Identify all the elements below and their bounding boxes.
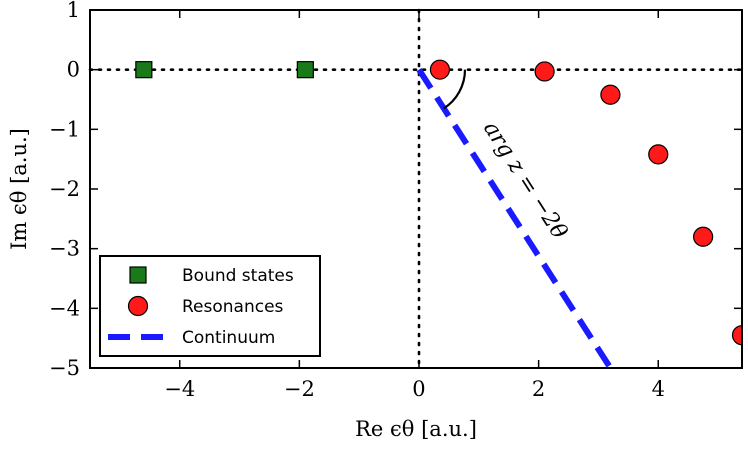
angle-arc	[443, 69, 467, 110]
x-tick-label: 4	[652, 377, 665, 401]
y-tick-label: −1	[49, 117, 80, 141]
resonance-marker	[693, 226, 714, 247]
x-axis-label: Re ϵθ [a.u.]	[355, 417, 477, 441]
ticks-layer: −4 −2 0 2 4 1 0 −1 −2 −3 −4 −5	[49, 0, 742, 401]
legend-entries: Bound states Resonances Continuum	[108, 266, 294, 348]
continuum-line	[416, 68, 613, 368]
legend-label: Resonances	[182, 297, 284, 317]
y-tick-label: −4	[49, 296, 80, 320]
legend-swatch-resonances	[127, 295, 149, 317]
y-axis-label: Im ϵθ [a.u.]	[7, 128, 31, 250]
legend-swatch-bound-states	[129, 266, 147, 284]
y-tick-label: −3	[49, 237, 80, 261]
legend-label: Bound states	[182, 266, 294, 286]
resonance-marker	[731, 325, 742, 346]
y-tick-label: 0	[67, 58, 80, 82]
y-tick-label: 1	[67, 0, 80, 22]
resonance-marker	[600, 84, 621, 105]
bound-state-marker	[135, 61, 153, 79]
y-tick-label: −2	[49, 177, 80, 201]
x-tick-label: 0	[412, 377, 425, 401]
series-layer	[135, 59, 742, 368]
y-tick-label: −5	[49, 356, 80, 380]
x-tick-label: −2	[284, 377, 315, 401]
annotation-layer: arg z = −2θ	[443, 69, 572, 244]
resonance-marker	[648, 144, 669, 165]
legend: Bound states Resonances Continuum	[99, 255, 321, 357]
bound-state-marker	[296, 61, 314, 79]
x-tick-label: 2	[532, 377, 545, 401]
resonance-marker	[429, 59, 451, 80]
legend-label: Continuum	[182, 328, 275, 348]
x-tick-label: −4	[164, 377, 195, 401]
resonance-marker	[534, 61, 555, 82]
reference-lines	[88, 8, 744, 370]
